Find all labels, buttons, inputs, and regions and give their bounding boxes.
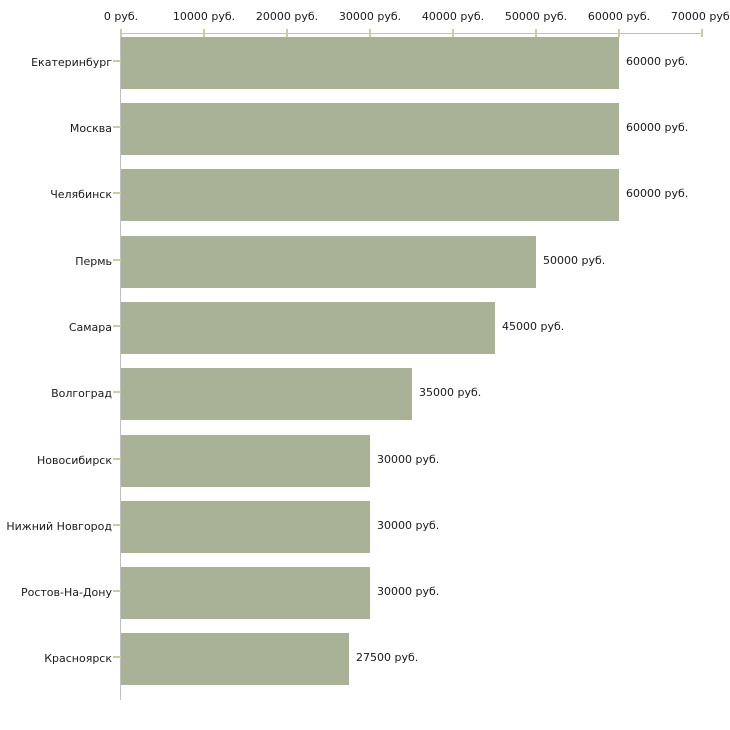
category-tick [113, 59, 121, 62]
bar [121, 301, 495, 354]
value-label: 60000 руб. [626, 54, 689, 68]
bar [121, 434, 370, 487]
category-tick [113, 457, 121, 460]
value-label: 60000 руб. [626, 187, 689, 201]
category-label: Ростов-На-Дону [20, 586, 112, 600]
value-label: 30000 руб. [377, 518, 440, 532]
category-label: Новосибирск [36, 453, 112, 467]
x-axis-line [120, 33, 703, 34]
value-label: 60000 руб. [626, 121, 689, 134]
x-tick [120, 29, 122, 37]
x-tick-label: 40000 руб. [421, 10, 485, 23]
x-tick [203, 29, 205, 37]
category-tick [113, 258, 121, 261]
bar [121, 103, 619, 155]
category-tick [113, 523, 121, 526]
x-tick-label: 60000 руб. [587, 10, 651, 23]
x-tick-label: 30000 руб. [338, 10, 402, 23]
value-label: 50000 руб. [543, 253, 606, 267]
bar [121, 500, 370, 553]
value-label: 45000 руб. [502, 319, 565, 333]
category-tick [113, 590, 121, 593]
category-label: Челябинск [50, 188, 112, 202]
bar [121, 169, 619, 222]
x-tick [618, 29, 620, 37]
category-label: Москва [69, 122, 112, 135]
category-tick [113, 391, 121, 394]
x-tick [452, 29, 454, 37]
category-tick [113, 656, 121, 659]
y-axis-line [120, 33, 121, 700]
category-label: Пермь [75, 254, 112, 268]
value-label: 30000 руб. [377, 452, 440, 466]
bar [121, 36, 619, 89]
category-tick [113, 126, 121, 128]
bar [121, 633, 349, 686]
category-tick [113, 192, 121, 195]
category-label: Екатеринбург [31, 55, 112, 69]
bar [121, 368, 412, 421]
x-tick-label: 70000 руб. [670, 10, 730, 23]
x-tick [701, 29, 703, 37]
bar [121, 567, 370, 620]
category-label: Самара [68, 320, 112, 334]
category-label: Нижний Новгород [6, 519, 112, 533]
category-tick [113, 324, 121, 327]
value-label: 35000 руб. [419, 386, 482, 400]
bar [121, 235, 536, 288]
x-tick-label: 20000 руб. [255, 10, 319, 23]
value-label: 27500 руб. [356, 651, 419, 665]
value-label: 30000 руб. [377, 585, 440, 599]
x-tick [369, 29, 371, 37]
x-tick-label: 10000 руб. [172, 10, 236, 23]
category-label: Красноярск [44, 652, 112, 666]
category-label: Волгоград [51, 387, 112, 401]
x-tick-label: 50000 руб. [504, 10, 568, 23]
x-tick [535, 29, 537, 37]
x-tick-label: 0 руб. [103, 10, 139, 23]
x-tick [286, 29, 288, 37]
